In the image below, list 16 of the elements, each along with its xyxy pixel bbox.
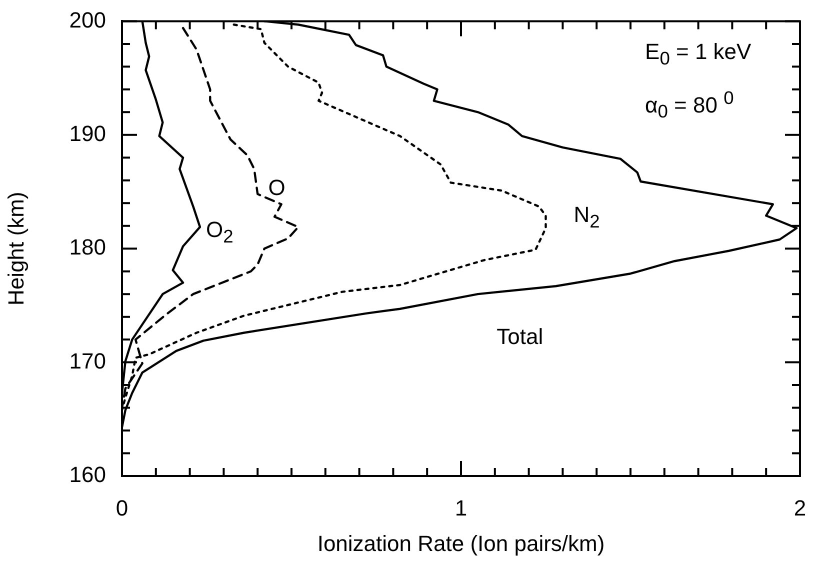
series-label: N$_{2}$ (574, 202, 600, 232)
y-tick-label: 190 (69, 120, 106, 146)
x-tick-label: 1 (454, 495, 468, 520)
x-tick-label: 0 (116, 495, 128, 520)
y-tick-label: 200 (69, 7, 106, 32)
y-tick-label: 170 (69, 348, 106, 374)
series-label: Total (496, 324, 544, 350)
y-tick-label: 160 (69, 462, 106, 488)
annotation: E$_{0}$ = 1 keV (645, 39, 752, 70)
series-label: O (268, 174, 286, 201)
y-tick-label: 180 (69, 234, 106, 260)
x-axis-title: Ionization Rate (Ion pairs/km) (317, 530, 605, 556)
series-label: O$_{2}$ (206, 216, 234, 248)
annotation: α$_{0}$ = 80 $^{0}$ (645, 87, 734, 123)
y-axis-title: Height (km) (3, 192, 28, 306)
x-tick-label: 2 (794, 495, 806, 520)
